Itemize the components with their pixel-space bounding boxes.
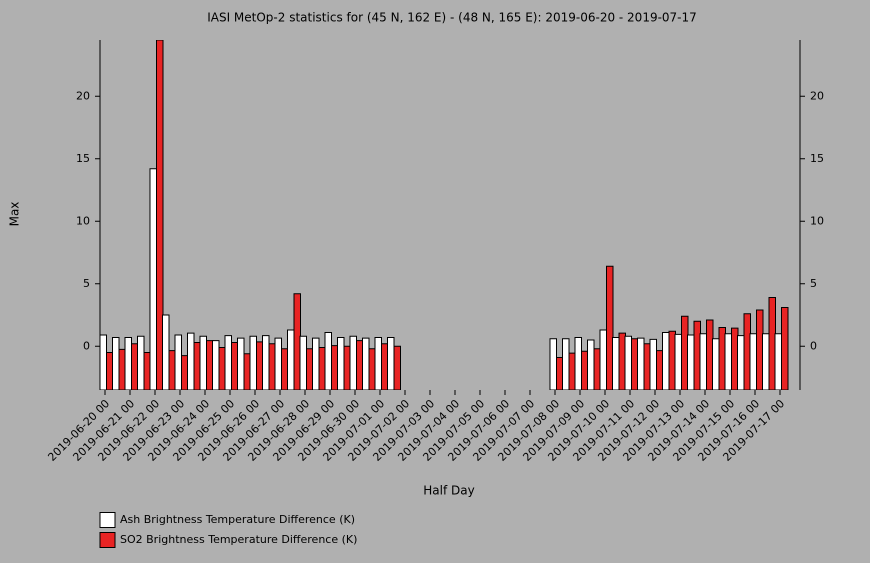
bar [174,334,182,390]
bar [349,335,357,390]
bar [262,335,270,390]
bar [781,307,789,390]
bar [587,339,595,390]
plot-area [100,40,789,390]
bar [100,334,107,390]
bar [599,329,607,390]
bar [662,332,670,390]
legend-swatch [99,512,116,528]
bar [299,335,307,390]
y-tick-label: 0 [83,339,90,352]
bar [224,335,232,390]
bar [156,40,164,390]
legend-label: SO2 Brightness Temperature Difference (K… [120,533,357,546]
bar [337,337,345,390]
y-axis-label: Max [8,202,22,227]
bar [737,335,745,390]
bar [574,337,582,390]
bar [549,338,557,390]
bar [562,338,570,390]
y-tick-label: 20 [76,89,90,102]
bar [199,335,207,390]
y2-tick-label: 20 [810,89,824,102]
bar [274,337,282,390]
y2-tick-label: 0 [810,339,817,352]
bar [162,314,170,390]
bar [637,337,645,390]
bar [387,337,395,390]
chart-title: IASI MetOp-2 statistics for (45 N, 162 E… [207,11,697,25]
bar [712,338,720,390]
bar [606,265,614,390]
legend-swatch [99,532,116,548]
bar [393,345,401,390]
y-tick-label: 5 [83,277,90,290]
bar [137,335,145,390]
bar [287,329,295,390]
bar [649,338,657,390]
bar [362,337,370,390]
x-axis-label: Half Day [423,484,474,498]
bar [612,337,620,390]
bar [774,333,782,390]
bar [624,335,632,390]
bar [112,337,120,390]
bar [312,337,320,390]
legend-label: Ash Brightness Temperature Difference (K… [120,513,355,526]
y-tick-label: 15 [76,152,90,165]
y-tick-label: 10 [76,214,90,227]
bar [749,333,757,390]
bar [149,168,157,390]
bar [212,340,220,390]
bar [687,334,695,390]
bar [124,337,132,390]
bar [674,333,682,390]
bar [237,337,245,390]
y2-tick-label: 5 [810,277,817,290]
bar [374,337,382,390]
bar [699,333,707,390]
y2-tick-label: 15 [810,152,824,165]
bar [724,333,732,390]
bar [762,333,770,390]
bar [249,335,257,390]
bar [187,332,195,390]
bar [324,332,332,390]
y2-tick-label: 10 [810,214,824,227]
